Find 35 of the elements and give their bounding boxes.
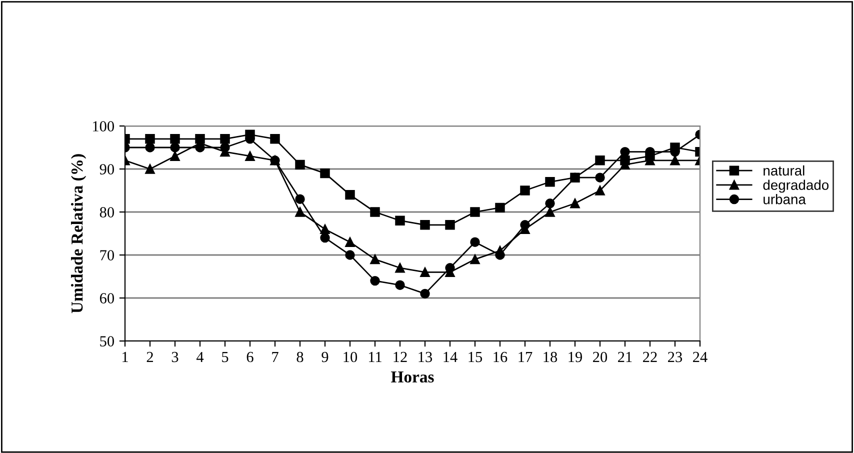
y-tick-label: 70	[100, 250, 114, 260]
x-tick-label: 8	[296, 352, 304, 362]
y-tick-label: 90	[100, 164, 114, 174]
legend-label: degradado	[763, 180, 829, 193]
x-tick-label: 1	[122, 352, 128, 362]
x-tick-label: 16	[494, 352, 508, 362]
x-tick-label: 5	[222, 352, 228, 362]
x-tick-label: 22	[643, 352, 657, 362]
legend-label: urbana	[764, 194, 806, 204]
x-tick-label: 14	[444, 352, 458, 362]
y-tick-label: 50	[100, 336, 114, 346]
x-tick-label: 24	[693, 352, 708, 362]
x-tick-label: 9	[322, 352, 328, 362]
x-tick-label: 10	[344, 352, 358, 362]
x-tick-label: 17	[518, 352, 532, 362]
x-tick-label: 13	[418, 352, 432, 362]
legend-label: natural	[764, 165, 804, 176]
x-tick-label: 12	[394, 352, 407, 362]
x-tick-label: 2	[146, 352, 153, 362]
x-tick-label: 23	[668, 352, 682, 362]
x-tick-label: 6	[246, 352, 254, 362]
x-tick-label: 7	[272, 352, 278, 362]
x-tick-label: 4	[196, 352, 204, 362]
y-axis-title: Umidade Relativa (%)	[70, 154, 86, 314]
y-tick-label: 100	[93, 121, 114, 132]
x-tick-label: 19	[568, 352, 582, 362]
x-axis-title: Horas	[391, 371, 434, 383]
x-tick-label: 20	[593, 352, 608, 362]
x-tick-label: 18	[544, 352, 558, 362]
x-tick-label: 15	[468, 352, 482, 362]
x-tick-label: 21	[618, 352, 632, 362]
x-tick-label: 11	[368, 352, 382, 362]
x-tick-label: 3	[172, 352, 178, 362]
y-tick-label: 80	[100, 207, 114, 218]
y-tick-label: 60	[100, 293, 114, 304]
